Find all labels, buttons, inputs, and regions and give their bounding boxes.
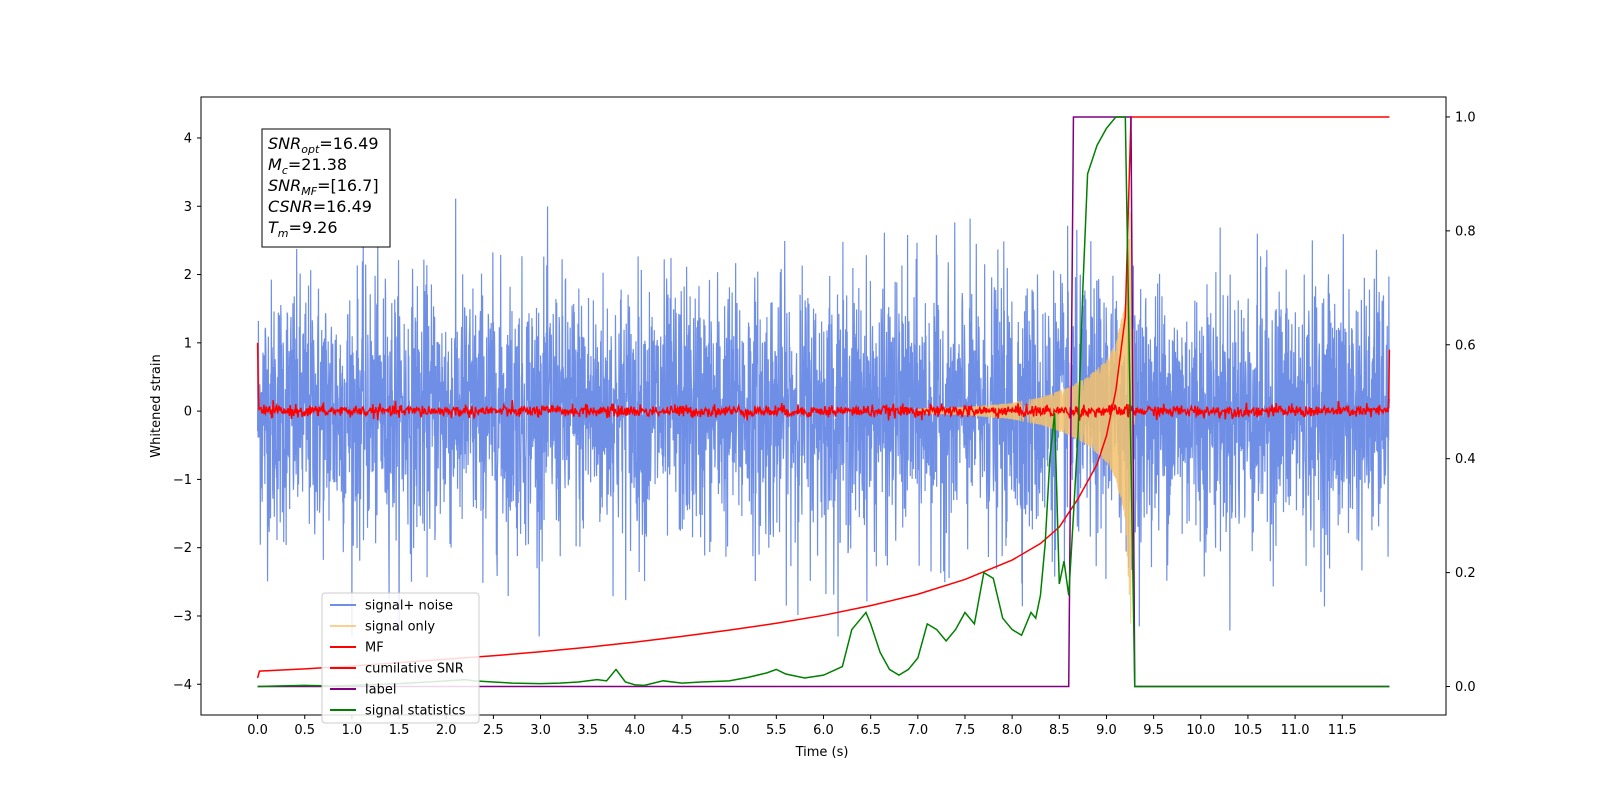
y-tick-label-right: 0.6 — [1455, 338, 1476, 353]
info-line: Tm=9.26 — [268, 218, 338, 240]
x-tick-label: 7.0 — [907, 723, 928, 738]
info-box: SNRopt=16.49Mc=21.38SNRMF=[16.7]CSNR=16.… — [261, 128, 391, 248]
x-tick-label: 10.5 — [1233, 723, 1262, 738]
legend-entry: signal+ noise — [365, 599, 453, 614]
x-axis: 0.0 0.5 1.0 1.5 2.0 2.5 3.0 3.5 4.0 4.5 5.0 5.5 6.0 6… — [247, 715, 1357, 738]
x-tick-label: 3.0 — [530, 723, 551, 738]
y-tick-label-right: 1.0 — [1455, 110, 1476, 125]
x-tick-label: 2.5 — [483, 723, 504, 738]
y-tick-label-right: 0.4 — [1455, 452, 1476, 467]
x-tick-label: 11.0 — [1281, 723, 1310, 738]
series-mf — [256, 342, 1391, 421]
y-tick-label-right: 0.2 — [1455, 566, 1476, 581]
x-tick-label: 8.5 — [1049, 723, 1070, 738]
x-tick-label: 1.0 — [342, 723, 363, 738]
x-tick-label: 4.0 — [625, 723, 646, 738]
y-tick-label-left: 3 — [184, 200, 192, 215]
x-tick-label: 8.0 — [1002, 723, 1023, 738]
x-tick-label: 9.5 — [1143, 723, 1164, 738]
y-tick-label-left: −2 — [173, 541, 192, 556]
y-tick-label-left: 1 — [184, 336, 192, 351]
x-tick-label: 1.5 — [389, 723, 410, 738]
y-axis-label: Whitened strain — [149, 354, 164, 457]
x-tick-label: 7.5 — [955, 723, 976, 738]
info-line: CSNR=16.49 — [268, 197, 372, 216]
x-tick-label: 10.0 — [1186, 723, 1215, 738]
x-tick-label: 5.0 — [719, 723, 740, 738]
info-box-frame — [261, 128, 391, 248]
info-line: SNRMF=[16.7] — [268, 176, 379, 198]
legend-frame — [321, 592, 480, 724]
y-tick-label-left: −4 — [173, 678, 192, 693]
y-tick-label-left: 4 — [184, 131, 192, 146]
legend-entry: label — [365, 683, 396, 698]
y-tick-label-left: 0 — [184, 405, 192, 420]
y-tick-label-right: 0.8 — [1455, 224, 1476, 239]
y-axis-left: −4 −3 −2 −1 0 1 2 3 4 — [173, 131, 201, 693]
info-line: Mc=21.38 — [268, 155, 347, 177]
x-tick-label: 6.5 — [860, 723, 881, 738]
legend-entry: MF — [365, 641, 384, 656]
legend-entry: signal statistics — [365, 704, 466, 719]
x-tick-label: 4.5 — [672, 723, 693, 738]
legend: signal+ noise signal only MF cumilative SNR… — [321, 592, 480, 724]
series-signal-statistics — [257, 116, 1390, 688]
x-tick-label: 11.5 — [1328, 723, 1357, 738]
x-tick-label: 0.0 — [247, 723, 268, 738]
y-tick-label-right: 0.0 — [1455, 680, 1476, 695]
legend-entry: cumilative SNR — [365, 662, 464, 677]
x-tick-label: 3.5 — [577, 723, 598, 738]
info-line: SNRopt=16.49 — [268, 134, 379, 156]
x-tick-label: 6.0 — [813, 723, 834, 738]
y-axis-right: 0.0 0.2 0.4 0.6 0.8 1.0 — [1446, 110, 1476, 695]
y-tick-label-left: 2 — [184, 268, 192, 283]
x-tick-label: 0.5 — [294, 723, 315, 738]
x-tick-label: 9.0 — [1096, 723, 1117, 738]
x-tick-label: 5.5 — [766, 723, 787, 738]
x-tick-label: 2.0 — [436, 723, 457, 738]
legend-entry: signal only — [365, 620, 435, 635]
y-tick-label-left: −3 — [173, 609, 192, 624]
y-tick-label-left: −1 — [173, 473, 192, 488]
x-axis-label: Time (s) — [795, 745, 849, 760]
